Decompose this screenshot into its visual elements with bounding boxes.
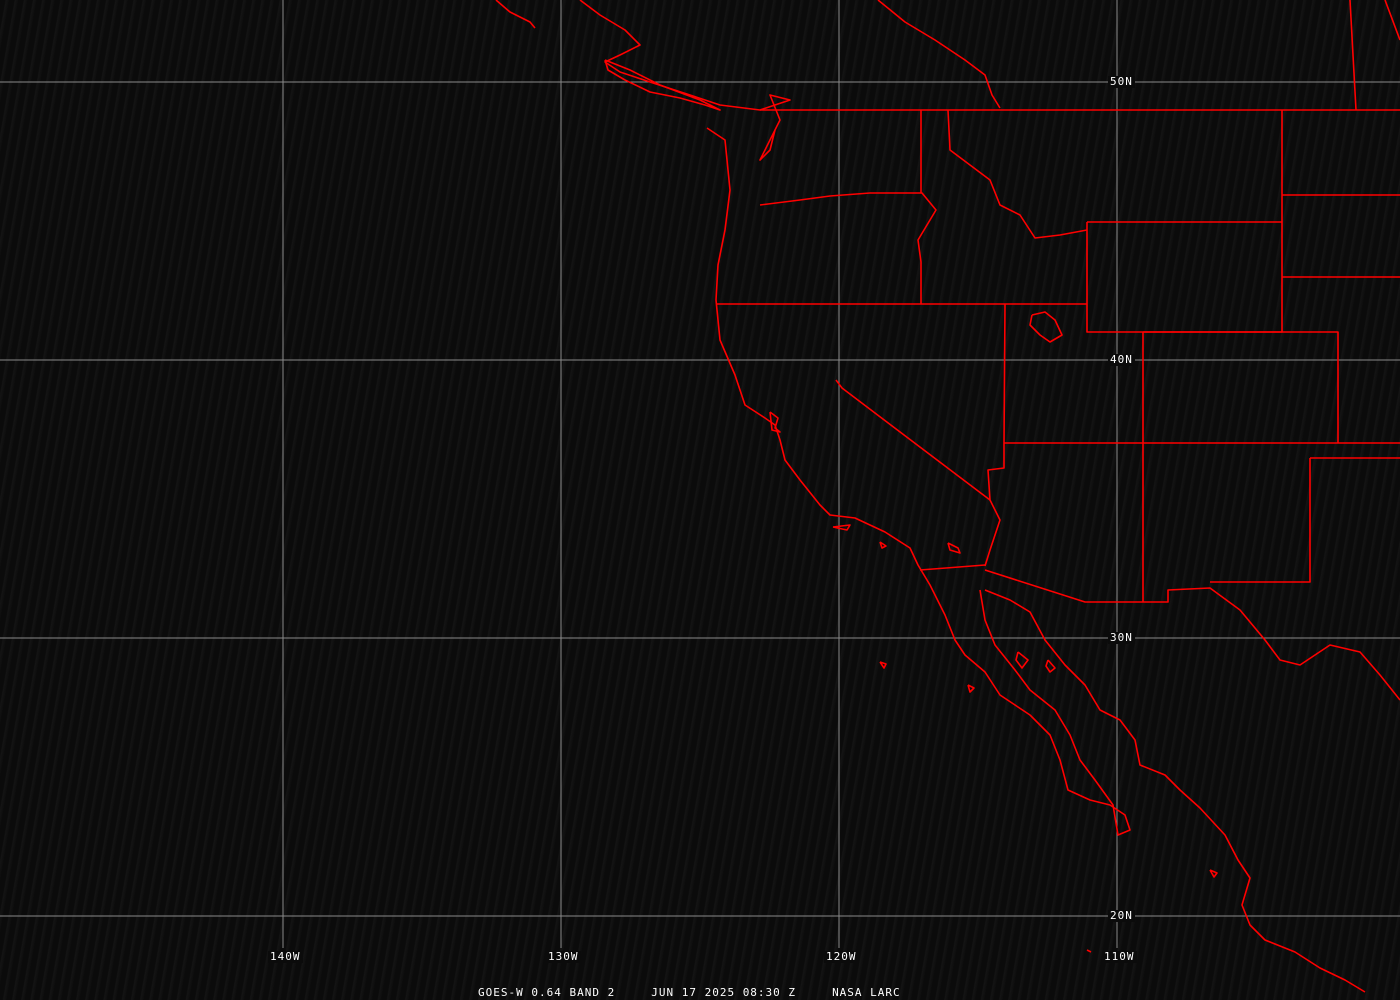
island-7 (1086, 949, 1092, 953)
great-salt-lake (1029, 311, 1063, 343)
sf-bay (769, 411, 781, 433)
border-id-mt (947, 109, 1088, 239)
lon-label-130w: 130W (546, 950, 581, 963)
border-ut-co (1143, 331, 1339, 443)
border-canada-east (1349, 0, 1357, 111)
lat-label-20n: 20N (1108, 909, 1135, 922)
lat-label-30n: 30N (1108, 631, 1135, 644)
graticule (0, 0, 1400, 948)
border-nv-ut (984, 303, 1006, 567)
border-canada-east2 (1384, 0, 1400, 41)
coastline-west (495, 0, 536, 29)
caption-datetime: JUN 17 2025 08:30 Z (651, 986, 797, 999)
coastline-bc (579, 0, 791, 161)
coastline-canada-north (877, 0, 1001, 109)
lon-label-140w: 140W (268, 950, 303, 963)
coastline-vancouver-island (604, 59, 721, 111)
border-ca-mx (919, 564, 986, 571)
border-az-mx (984, 569, 1400, 701)
lon-label-110w: 110W (1102, 950, 1137, 963)
island-4 (1015, 651, 1029, 669)
border-wa-or (759, 192, 937, 304)
salton-sea (947, 542, 961, 554)
lat-label-40n: 40N (1108, 353, 1135, 366)
island-1 (879, 541, 887, 549)
border-ca-nv (835, 379, 991, 501)
image-caption: GOES-W 0.64 BAND 2 JUN 17 2025 08:30 Z NAS… (478, 986, 937, 999)
coastline-pacific (706, 127, 1131, 836)
lon-label-120w: 120W (824, 950, 859, 963)
channel-islands (832, 524, 851, 531)
lat-label-50n: 50N (1108, 75, 1135, 88)
border-wy-box (1086, 221, 1283, 333)
island-3 (967, 684, 975, 693)
island-2 (879, 661, 887, 669)
caption-product: GOES-W 0.64 BAND 2 (478, 986, 616, 999)
border-nm (1210, 458, 1311, 583)
caption-source: NASA LARC (832, 986, 901, 999)
island-6 (1209, 869, 1218, 878)
island-5 (1045, 659, 1056, 673)
boundaries (495, 0, 1400, 993)
coastline-mexico (984, 589, 1366, 993)
